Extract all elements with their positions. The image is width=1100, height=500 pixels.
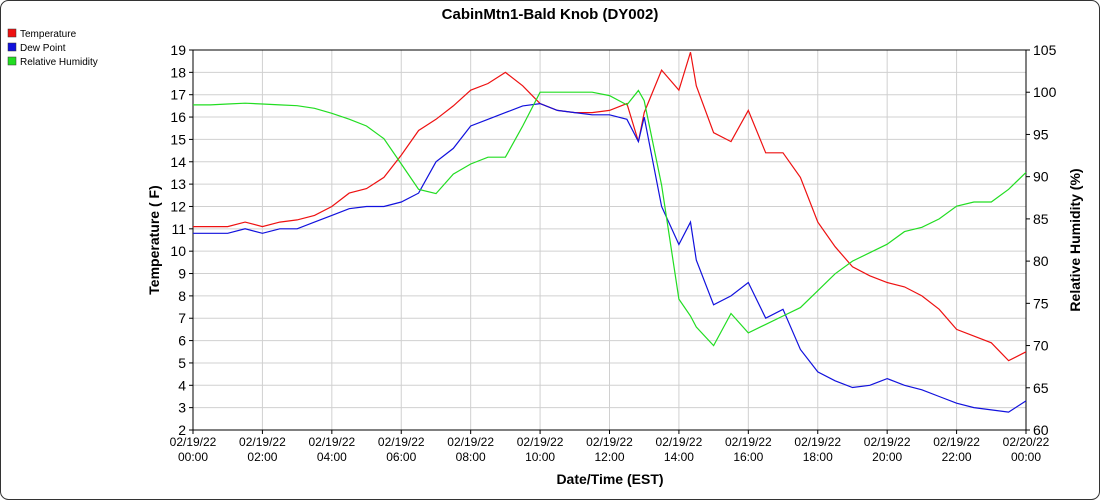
y-axis-title: Temperature ( F) [146,185,162,294]
y2-tick-label: 105 [1033,42,1057,58]
y-tick-label: 2 [178,422,186,438]
legend-label: Dew Point [20,43,66,54]
x-tick-label: 02/19/22 00:00 [170,435,217,464]
legend-label: Temperature [20,29,77,40]
series-line [193,89,1027,347]
legend-swatch [7,56,17,66]
x-tick-label: 02/19/22 06:00 [378,435,425,464]
y-tick-label: 15 [170,131,186,147]
y2-tick-label: 90 [1033,169,1049,185]
y2-tick-label: 75 [1033,295,1049,311]
x-tick-label: 02/19/22 02:00 [239,435,286,464]
y-tick-label: 11 [171,221,186,237]
legend-swatch [7,28,17,38]
y-tick-label: 13 [170,176,186,192]
y2-tick-label: 70 [1033,338,1049,354]
series-line [193,52,1027,362]
y-tick-label: 7 [178,310,186,326]
y-tick-label: 12 [170,198,186,214]
y2-tick-label: 100 [1033,84,1057,100]
y-tick-label: 14 [170,154,186,170]
y-tick-label: 6 [178,333,186,349]
y-tick-label: 9 [178,266,186,282]
x-tick-label: 02/19/22 10:00 [517,435,564,464]
x-tick-label: 02/19/22 12:00 [586,435,633,464]
y2-tick-label: 95 [1033,126,1049,142]
x-tick-label: 02/19/22 08:00 [447,435,494,464]
y-tick-label: 18 [170,64,186,80]
chart-title: CabinMtn1-Bald Knob (DY002) [442,6,659,23]
x-tick-label: 02/19/22 16:00 [725,435,772,464]
x-tick-label: 02/19/22 22:00 [933,435,980,464]
y-tick-label: 8 [178,288,186,304]
plot-border [192,49,1027,431]
x-tick-label: 02/19/22 14:00 [656,435,703,464]
y-tick-label: 4 [178,377,186,393]
y2-axis-title: Relative Humidity (%) [1067,168,1083,311]
series-line [193,102,1027,413]
x-tick-label: 02/19/22 04:00 [308,435,355,464]
y-tick-label: 5 [178,355,186,371]
y-tick-label: 3 [178,400,186,416]
y-tick-label: 16 [170,109,186,125]
x-axis-title: Date/Time (EST) [556,471,663,487]
legend-label: Relative Humidity [20,57,98,68]
x-tick-label: 02/19/22 18:00 [794,435,841,464]
y2-tick-label: 85 [1033,211,1049,227]
y2-tick-label: 80 [1033,253,1049,269]
y-tick-label: 10 [170,243,186,259]
x-tick-label: 02/20/22 00:00 [1003,435,1050,464]
y2-tick-label: 65 [1033,380,1049,396]
y-tick-label: 17 [170,87,186,103]
y2-tick-label: 60 [1033,422,1049,438]
x-tick-label: 02/19/22 20:00 [864,435,911,464]
y-tick-label: 19 [170,42,186,58]
legend-swatch [7,42,17,52]
